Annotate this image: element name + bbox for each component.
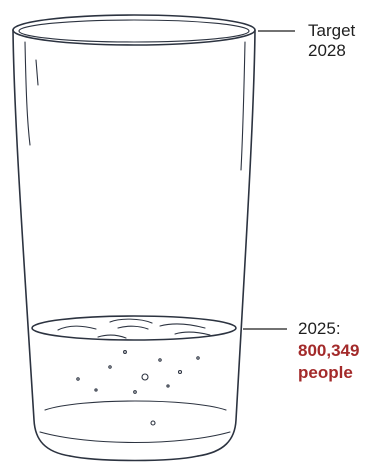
target-label-line1: Target xyxy=(308,21,356,40)
water-bubbles xyxy=(76,350,200,426)
current-label-year: 2025: xyxy=(298,319,341,338)
water-surface xyxy=(31,315,237,341)
glass-rim xyxy=(12,14,256,46)
target-label-line2: 2028 xyxy=(308,41,346,60)
glass-base xyxy=(39,400,231,462)
glass-walls xyxy=(12,29,256,457)
current-label-value: 800,349 xyxy=(298,341,360,360)
current-label-unit: people xyxy=(298,363,353,382)
